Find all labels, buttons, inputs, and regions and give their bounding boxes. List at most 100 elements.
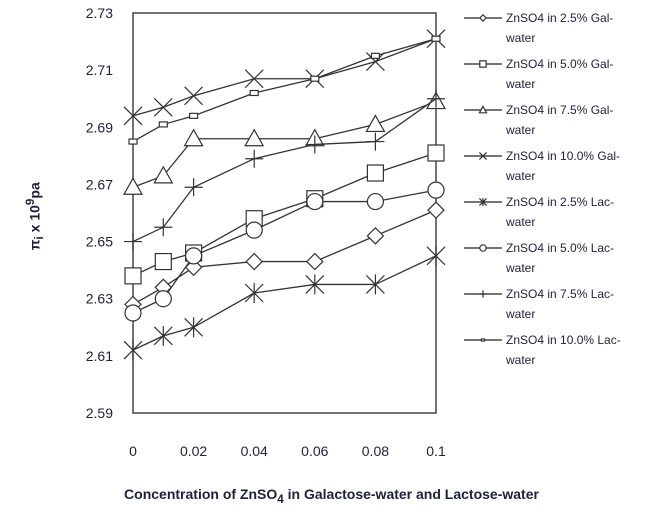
- x-title-rest: in Galactose-water and Lactose-water: [283, 486, 539, 502]
- series-7: [124, 89, 445, 251]
- legend-item: ZnSO4 in 7.5% Gal-water: [462, 100, 662, 146]
- dash-marker: [370, 52, 380, 59]
- x-tick-label: 0.06: [301, 443, 328, 459]
- series-line: [132, 152, 437, 277]
- legend-swatch: [464, 338, 502, 342]
- square-marker: [124, 267, 142, 285]
- series-line: [132, 255, 437, 351]
- series-1: [124, 201, 445, 314]
- legend-label-line1: ZnSO4 in 2.5% Gal-: [506, 11, 614, 25]
- legend-label-line1: ZnSO4 in 10.0% Lac-: [506, 333, 621, 347]
- y-title-sub: i: [33, 236, 47, 240]
- legend-item: ZnSO4 in 10.0% Gal-water: [462, 146, 662, 192]
- legend-swatch: [464, 105, 502, 114]
- y-title-pi: π: [26, 239, 43, 251]
- dash-marker: [158, 121, 168, 128]
- legend-label-line2: water: [506, 31, 536, 45]
- series-6: [124, 181, 445, 322]
- legend-label-line2: water: [506, 215, 536, 229]
- legend-label-line1: ZnSO4 in 10.0% Gal-: [506, 149, 621, 163]
- diamond-marker: [245, 252, 264, 271]
- triangle-marker: [153, 165, 174, 184]
- circle-marker: [479, 244, 487, 252]
- diamond-marker: [366, 227, 385, 245]
- square-marker: [427, 144, 445, 162]
- asterisk-marker: [365, 274, 385, 295]
- legend-label: ZnSO4 in 7.5% Gal-water: [506, 100, 656, 140]
- legend-label-line1: ZnSO4 in 7.5% Gal-: [506, 103, 614, 117]
- legend-label-line2: water: [506, 169, 536, 183]
- plus-marker: [245, 149, 264, 168]
- plus-marker: [366, 132, 385, 151]
- legend-swatch: [464, 151, 502, 161]
- y-tick-label: 2.65: [86, 234, 113, 250]
- x-tick-label: 0.08: [362, 443, 389, 459]
- legend-label-line2: water: [506, 353, 536, 367]
- x-tick-label: 0.04: [241, 443, 268, 459]
- x-marker: [184, 86, 204, 106]
- y-tick-label: 2.73: [86, 5, 113, 21]
- legend-item: ZnSO4 in 10.0% Lac-water: [462, 330, 662, 376]
- square-marker: [479, 60, 487, 68]
- y-title-unit: pa: [26, 182, 43, 199]
- circle-marker: [185, 247, 203, 265]
- legend-label: ZnSO4 in 10.0% Lac-water: [506, 330, 656, 370]
- y-tick-label: 2.59: [86, 405, 113, 421]
- plus-marker: [427, 89, 445, 108]
- legend-swatch: [464, 290, 502, 298]
- asterisk-marker: [153, 325, 173, 346]
- circle-marker: [427, 181, 445, 199]
- x-tick-label: 0: [129, 443, 137, 459]
- legend-label: ZnSO4 in 2.5% Gal-water: [506, 8, 656, 48]
- legend-label: ZnSO4 in 10.0% Gal-water: [506, 146, 656, 186]
- x-marker: [123, 106, 143, 126]
- legend-label-line2: water: [506, 261, 536, 275]
- legend-item: ZnSO4 in 2.5% Gal-water: [462, 8, 662, 54]
- y-axis-ticks: 2.59 2.61 2.63 2.65 2.67 2.69 2.71 2.73: [86, 5, 113, 421]
- y-tick-label: 2.71: [86, 62, 113, 78]
- x-tick-label: 0.02: [180, 443, 207, 459]
- plus-marker: [154, 218, 173, 237]
- legend-item: ZnSO4 in 2.5% Lac-water: [462, 192, 662, 238]
- plot-area-frame: [132, 12, 437, 414]
- dash-marker: [431, 35, 441, 42]
- legend-label-line1: ZnSO4 in 5.0% Gal-: [506, 57, 614, 71]
- diamond-marker: [305, 252, 324, 271]
- circle-marker: [124, 304, 142, 322]
- x-marker: [478, 151, 488, 161]
- plus-marker: [479, 290, 487, 298]
- legend-swatch: [464, 244, 502, 252]
- x-tick-label: 0.1: [426, 443, 446, 459]
- legend-item: ZnSO4 in 5.0% Gal-water: [462, 54, 662, 100]
- triangle-marker: [244, 128, 265, 147]
- legend-label-line1: ZnSO4 in 7.5% Lac-: [506, 287, 615, 301]
- dash-marker: [310, 75, 320, 82]
- x-title-main: Concentration of ZnSO: [124, 486, 278, 502]
- legend-label-line2: water: [506, 77, 536, 91]
- series-line: [132, 38, 437, 117]
- circle-marker: [245, 221, 263, 239]
- asterisk-marker: [305, 274, 325, 295]
- y-tick-label: 2.63: [86, 291, 113, 307]
- square-marker: [154, 252, 172, 271]
- dash-marker: [249, 89, 259, 97]
- y-tick-label: 2.61: [86, 348, 113, 364]
- series-line: [132, 100, 437, 188]
- x-axis-ticks: 0 0.02 0.04 0.06 0.08 0.1: [129, 443, 446, 459]
- diamond-marker: [427, 201, 445, 219]
- asterisk-marker: [478, 197, 488, 207]
- circle-marker: [306, 192, 324, 211]
- y-title-sup: 9: [23, 198, 37, 206]
- series-line: [132, 38, 437, 143]
- legend-label-line2: water: [506, 307, 536, 321]
- legend-label: ZnSO4 in 5.0% Lac-water: [506, 238, 656, 278]
- legend-label: ZnSO4 in 2.5% Lac-water: [506, 192, 656, 232]
- triangle-marker: [478, 105, 488, 114]
- square-marker: [366, 164, 384, 182]
- x-axis-title: Concentration of ZnSO4 in Galactose-wate…: [0, 486, 663, 506]
- series-8: [128, 35, 441, 145]
- circle-marker: [366, 192, 384, 211]
- series-5: [123, 245, 446, 361]
- dash-marker: [189, 112, 199, 119]
